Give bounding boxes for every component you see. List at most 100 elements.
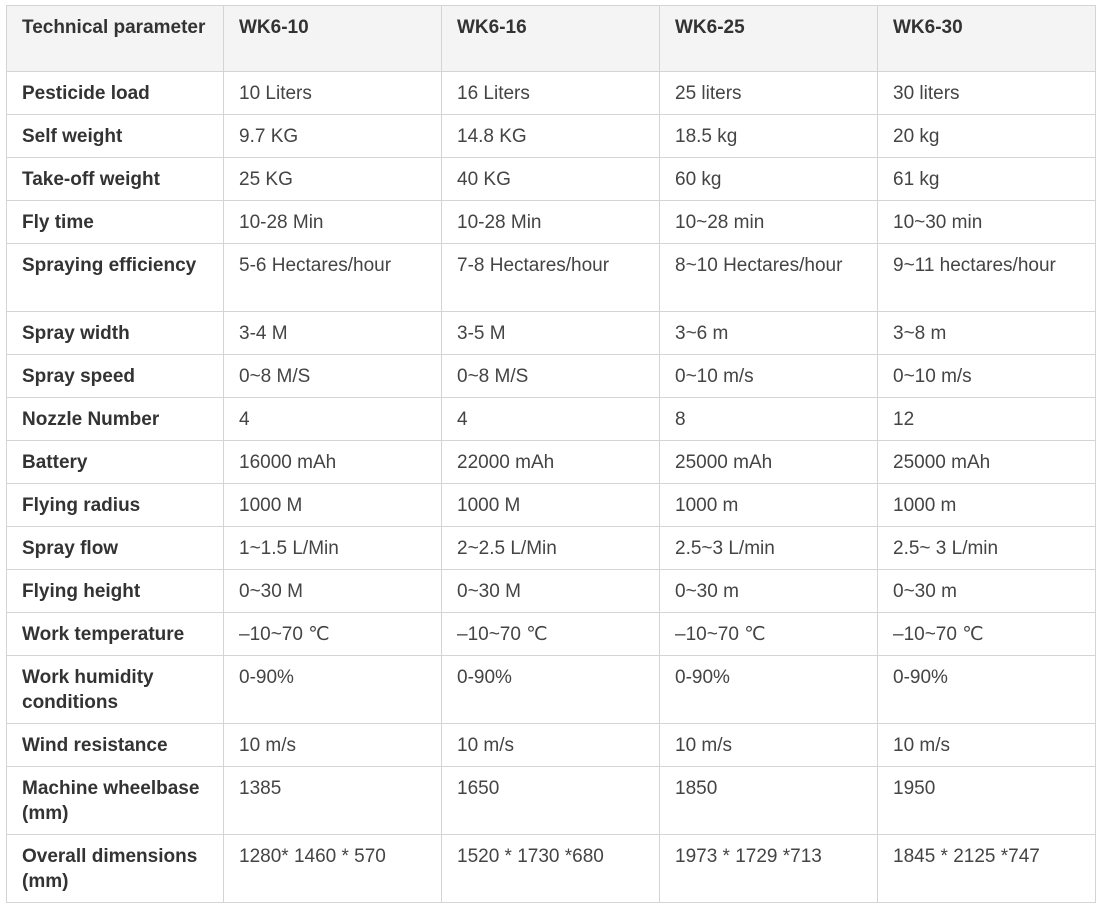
header-cell-model: WK6-16: [441, 5, 660, 72]
table-header: Technical parameter WK6-10 WK6-16 WK6-25…: [6, 5, 1096, 72]
cell-value: 10-28 Min: [223, 200, 442, 244]
cell-value: 0~30 M: [441, 569, 660, 613]
header-row: Technical parameter WK6-10 WK6-16 WK6-25…: [6, 5, 1096, 72]
cell-value: 2~2.5 L/Min: [441, 526, 660, 570]
cell-value: 0~8 M/S: [441, 354, 660, 398]
cell-value: 1845 * 2125 *747: [877, 834, 1096, 903]
row-label: Spray speed: [6, 354, 224, 398]
table-row: Machine wheelbase (mm) 1385 1650 1850 19…: [6, 766, 1096, 835]
cell-value: 0~30 m: [877, 569, 1096, 613]
cell-value: –10~70 ℃: [877, 612, 1096, 656]
cell-value: 18.5 kg: [659, 114, 878, 158]
cell-value: 5-6 Hectares/hour: [223, 243, 442, 312]
cell-value: 61 kg: [877, 157, 1096, 201]
table-row: Pesticide load 10 Liters 16 Liters 25 li…: [6, 71, 1096, 115]
cell-value: 4: [441, 397, 660, 441]
table-row: Spraying efficiency 5-6 Hectares/hour 7-…: [6, 243, 1096, 312]
row-label: Self weight: [6, 114, 224, 158]
cell-value: 1000 M: [223, 483, 442, 527]
table-row: Work temperature –10~70 ℃ –10~70 ℃ –10~7…: [6, 612, 1096, 656]
spec-table: Technical parameter WK6-10 WK6-16 WK6-25…: [6, 5, 1096, 903]
cell-value: 3~8 m: [877, 311, 1096, 355]
cell-value: 9~11 hectares/hour: [877, 243, 1096, 312]
table-row: Fly time 10-28 Min 10-28 Min 10~28 min 1…: [6, 200, 1096, 244]
table-row: Self weight 9.7 KG 14.8 KG 18.5 kg 20 kg: [6, 114, 1096, 158]
cell-value: 0~30 m: [659, 569, 878, 613]
cell-value: 1850: [659, 766, 878, 835]
cell-value: 10 m/s: [877, 723, 1096, 767]
cell-value: 0-90%: [659, 655, 878, 724]
cell-value: 10 m/s: [441, 723, 660, 767]
cell-value: 12: [877, 397, 1096, 441]
cell-value: 7-8 Hectares/hour: [441, 243, 660, 312]
cell-value: 1000 m: [659, 483, 878, 527]
cell-value: 0~8 M/S: [223, 354, 442, 398]
cell-value: 16 Liters: [441, 71, 660, 115]
table-row: Battery 16000 mAh 22000 mAh 25000 mAh 25…: [6, 440, 1096, 484]
cell-value: 8~10 Hectares/hour: [659, 243, 878, 312]
header-cell-model: WK6-25: [659, 5, 878, 72]
table-row: Take-off weight 25 KG 40 KG 60 kg 61 kg: [6, 157, 1096, 201]
table-row: Flying radius 1000 M 1000 M 1000 m 1000 …: [6, 483, 1096, 527]
cell-value: 0-90%: [877, 655, 1096, 724]
cell-value: 1000 m: [877, 483, 1096, 527]
table-row: Overall dimensions (mm) 1280* 1460 * 570…: [6, 834, 1096, 903]
cell-value: 3~6 m: [659, 311, 878, 355]
cell-value: 16000 mAh: [223, 440, 442, 484]
row-label: Spraying efficiency: [6, 243, 224, 312]
table-row: Work humidity conditions 0-90% 0-90% 0-9…: [6, 655, 1096, 724]
cell-value: 9.7 KG: [223, 114, 442, 158]
cell-value: 1650: [441, 766, 660, 835]
row-label: Fly time: [6, 200, 224, 244]
table-row: Spray speed 0~8 M/S 0~8 M/S 0~10 m/s 0~1…: [6, 354, 1096, 398]
cell-value: 10~28 min: [659, 200, 878, 244]
cell-value: 0~10 m/s: [659, 354, 878, 398]
row-label: Flying radius: [6, 483, 224, 527]
cell-value: 1950: [877, 766, 1096, 835]
row-label: Pesticide load: [6, 71, 224, 115]
cell-value: 20 kg: [877, 114, 1096, 158]
cell-value: 14.8 KG: [441, 114, 660, 158]
cell-value: 10 Liters: [223, 71, 442, 115]
cell-value: 25000 mAh: [659, 440, 878, 484]
table-row: Spray flow 1~1.5 L/Min 2~2.5 L/Min 2.5~3…: [6, 526, 1096, 570]
cell-value: 1000 M: [441, 483, 660, 527]
cell-value: 0-90%: [223, 655, 442, 724]
cell-value: 60 kg: [659, 157, 878, 201]
row-label: Wind resistance: [6, 723, 224, 767]
row-label: Battery: [6, 440, 224, 484]
table-row: Flying height 0~30 M 0~30 M 0~30 m 0~30 …: [6, 569, 1096, 613]
cell-value: 25000 mAh: [877, 440, 1096, 484]
row-label: Work temperature: [6, 612, 224, 656]
header-cell-parameter: Technical parameter: [6, 5, 224, 72]
cell-value: –10~70 ℃: [223, 612, 442, 656]
cell-value: 10 m/s: [223, 723, 442, 767]
cell-value: 1385: [223, 766, 442, 835]
table-row: Wind resistance 10 m/s 10 m/s 10 m/s 10 …: [6, 723, 1096, 767]
cell-value: 10~30 min: [877, 200, 1096, 244]
cell-value: 0-90%: [441, 655, 660, 724]
cell-value: 3-4 M: [223, 311, 442, 355]
cell-value: 0~10 m/s: [877, 354, 1096, 398]
cell-value: 10 m/s: [659, 723, 878, 767]
cell-value: 22000 mAh: [441, 440, 660, 484]
cell-value: 2.5~ 3 L/min: [877, 526, 1096, 570]
cell-value: –10~70 ℃: [659, 612, 878, 656]
row-label: Take-off weight: [6, 157, 224, 201]
cell-value: –10~70 ℃: [441, 612, 660, 656]
cell-value: 3-5 M: [441, 311, 660, 355]
header-cell-model: WK6-30: [877, 5, 1096, 72]
header-cell-model: WK6-10: [223, 5, 442, 72]
cell-value: 1280* 1460 * 570: [223, 834, 442, 903]
row-label: Machine wheelbase (mm): [6, 766, 224, 835]
row-label: Overall dimensions (mm): [6, 834, 224, 903]
table-row: Spray width 3-4 M 3-5 M 3~6 m 3~8 m: [6, 311, 1096, 355]
cell-value: 8: [659, 397, 878, 441]
cell-value: 1973 * 1729 *713: [659, 834, 878, 903]
cell-value: 4: [223, 397, 442, 441]
cell-value: 25 KG: [223, 157, 442, 201]
cell-value: 30 liters: [877, 71, 1096, 115]
cell-value: 2.5~3 L/min: [659, 526, 878, 570]
cell-value: 1520 * 1730 *680: [441, 834, 660, 903]
row-label: Spray flow: [6, 526, 224, 570]
